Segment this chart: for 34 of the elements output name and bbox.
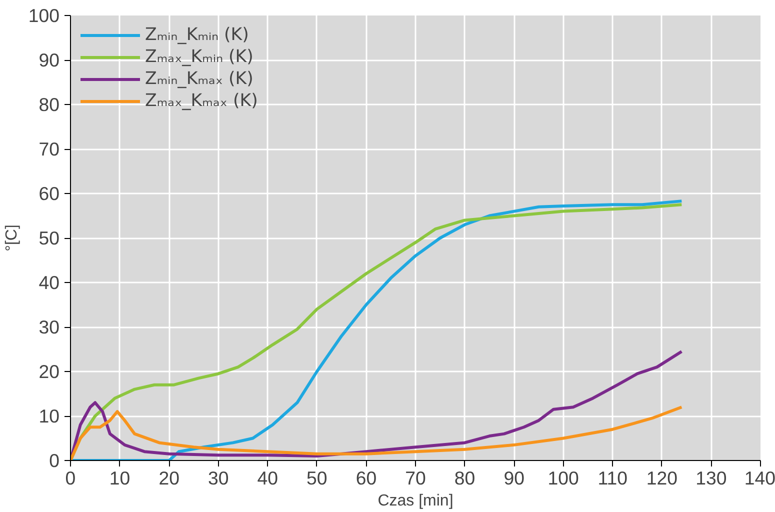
y-tick-label: 30 — [38, 316, 60, 338]
x-tick-label: 80 — [454, 468, 476, 488]
legend-label: Zₘᵢₙ_Kₘᵢₙ (K) — [145, 25, 249, 45]
x-tick-label: 110 — [598, 468, 628, 488]
y-tick-label: 70 — [38, 138, 60, 160]
x-tick-label: 20 — [158, 468, 180, 488]
x-tick-label: 10 — [109, 468, 130, 488]
y-tick-label: 60 — [38, 183, 60, 204]
x-tick-label: 120 — [646, 468, 678, 488]
y-tick-label: 80 — [38, 94, 60, 115]
y-tick-label: 0 — [49, 450, 60, 471]
x-axis-title: Czas [min] — [378, 492, 454, 510]
x-tick-label: 100 — [548, 468, 579, 488]
x-tick-label: 50 — [306, 468, 328, 488]
x-tick-label: 90 — [504, 468, 524, 488]
legend-label: Zₘᵢₙ_Kₘₐₓ (K) — [145, 69, 254, 89]
legend-label: Zₘₐₓ_Kₘₐₓ (K) — [145, 91, 258, 111]
x-tick-label: 140 — [744, 468, 775, 488]
x-tick-label: 40 — [257, 468, 278, 488]
y-tick-label: 40 — [38, 272, 60, 293]
y-tick-label: 20 — [38, 361, 60, 382]
y-tick-label: 90 — [38, 50, 60, 70]
y-axis-title: °[C] — [3, 224, 20, 252]
line-series — [70, 406, 684, 460]
x-tick-label: 130 — [696, 468, 727, 488]
legend-label: Zₘₐₓ_Kₘᵢₙ (K) — [145, 47, 254, 67]
x-tick-label: 70 — [405, 468, 426, 488]
line-series — [70, 350, 684, 460]
x-tick-label: 0 — [65, 468, 76, 488]
y-tick-label: 50 — [38, 228, 60, 248]
x-tick-label: 60 — [356, 468, 377, 488]
y-tick-label: 10 — [38, 406, 60, 426]
y-tick-label: 100 — [28, 5, 60, 26]
x-tick-label: 30 — [208, 468, 229, 488]
